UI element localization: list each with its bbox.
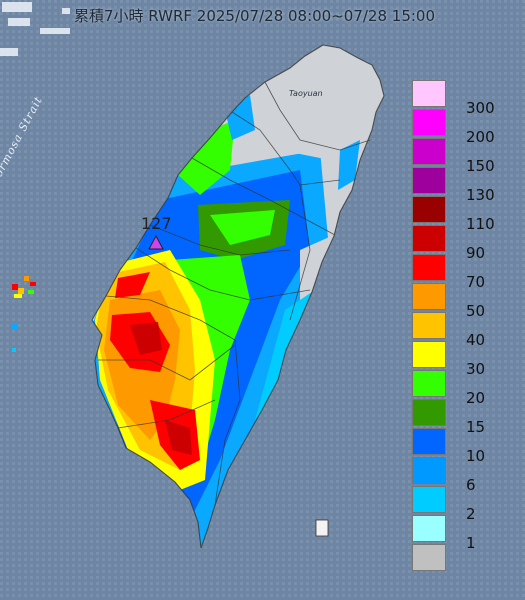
legend-label: 50: [466, 302, 486, 320]
legend-label: 70: [466, 273, 486, 291]
legend-swatch: [412, 109, 446, 136]
legend-swatch: [412, 457, 446, 484]
legend-swatch: [412, 428, 446, 455]
legend-label: 40: [466, 331, 486, 349]
rainfall-legend: [412, 80, 448, 571]
peak-marker-icon: [148, 234, 164, 250]
legend-swatch: [412, 399, 446, 426]
offshore-rain-cells: [12, 276, 329, 537]
legend-label: 10: [466, 447, 486, 465]
legend-label: 130: [466, 186, 495, 204]
legend-label: 20: [466, 389, 486, 407]
legend-swatch: [412, 312, 446, 339]
legend-swatch: [412, 515, 446, 542]
legend-label: 200: [466, 128, 495, 146]
legend-swatch: [412, 167, 446, 194]
legend-label: 110: [466, 215, 495, 233]
legend-swatch: [412, 341, 446, 368]
peak-value-label: 127: [141, 214, 172, 233]
city-label: Taoyuan: [289, 89, 323, 98]
legend-label: 15: [466, 418, 486, 436]
legend-label: 300: [466, 99, 495, 117]
cloud-patches: [0, 2, 70, 56]
legend-swatch: [412, 283, 446, 310]
legend-swatch: [412, 544, 446, 571]
legend-label: 30: [466, 360, 486, 378]
county-boundaries: [91, 44, 385, 549]
legend-swatch: [412, 254, 446, 281]
legend-label: 2: [466, 505, 476, 523]
legend-swatch: [412, 225, 446, 252]
legend-swatch: [412, 196, 446, 223]
map-title: 累積7小時 RWRF 2025/07/28 08:00~07/28 15:00: [74, 7, 436, 25]
legend-label: 1: [466, 534, 476, 552]
legend-label: 150: [466, 157, 495, 175]
legend-label: 6: [466, 476, 476, 494]
legend-swatch: [412, 486, 446, 513]
legend-swatch: [412, 370, 446, 397]
legend-swatch: [412, 80, 446, 107]
legend-swatch: [412, 138, 446, 165]
legend-label: 90: [466, 244, 486, 262]
